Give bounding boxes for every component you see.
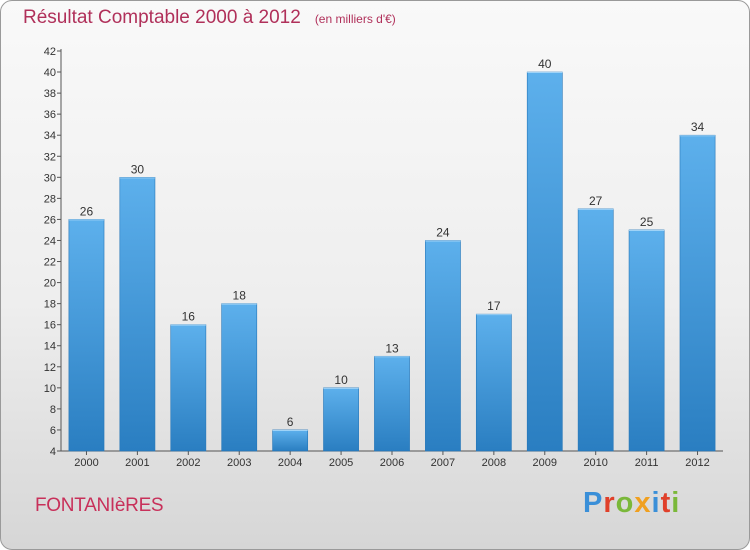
y-tick-label: 34 — [44, 130, 56, 142]
bar-2005 — [323, 387, 359, 452]
logo-letter: o — [615, 487, 635, 519]
x-tick-label-2000: 2000 — [74, 457, 98, 469]
data-label-2004: 6 — [287, 415, 294, 429]
proxiti-logo: Proxiti — [583, 487, 680, 520]
x-axis: 2000 2001 2002 2003 2004 2005 2006 2007 2008 2009… — [61, 450, 723, 469]
bar-2002 — [170, 324, 207, 452]
y-tick-label: 10 — [44, 383, 56, 395]
y-tick-label: 26 — [44, 214, 56, 226]
x-tick-label-2012: 2012 — [685, 457, 709, 469]
x-tick-label-2007: 2007 — [431, 457, 455, 469]
data-label-2012: 34 — [691, 120, 705, 134]
x-tick-label-2003: 2003 — [227, 457, 251, 469]
x-tick-label-2005: 2005 — [329, 457, 353, 469]
y-tick-label: 24 — [44, 235, 56, 247]
data-label-2011: 25 — [640, 215, 654, 229]
logo-letter: i — [651, 487, 661, 519]
bar-2007 — [425, 240, 461, 452]
y-tick-label: 12 — [44, 362, 56, 374]
title-block: Résultat Comptable 2000 à 2012 (en milli… — [23, 7, 396, 29]
y-tick-label: 20 — [44, 278, 56, 290]
y-tick-label: 42 — [44, 46, 56, 58]
y-tick-label: 38 — [44, 88, 56, 100]
bar-2004 — [272, 429, 309, 452]
x-tick-label-2004: 2004 — [278, 457, 302, 469]
bar-2001 — [119, 177, 156, 452]
data-labels: 26 30 16 18 6 10 13 24 17 40 27 25 34 — [80, 57, 705, 429]
bar-2003 — [221, 303, 258, 452]
logo-letter: x — [634, 487, 652, 519]
x-tick-label-2008: 2008 — [482, 457, 506, 469]
x-tick-label-2006: 2006 — [380, 457, 404, 469]
bar-2010 — [577, 208, 614, 452]
logo-letter: P — [583, 487, 604, 519]
y-tick-label: 30 — [44, 172, 56, 184]
y-tick-label: 22 — [44, 257, 56, 269]
chart-subtitle: (en milliers d'€) — [314, 12, 396, 26]
y-tick-label: 14 — [44, 341, 56, 353]
place-name: FONTANIèRES — [35, 495, 164, 516]
x-tick-label-2010: 2010 — [583, 457, 607, 469]
y-tick-label: 36 — [44, 109, 56, 121]
chart-title: Résultat Comptable 2000 à 2012 — [23, 7, 301, 28]
y-tick-label: 6 — [50, 425, 56, 437]
y-tick-label: 18 — [44, 299, 56, 311]
y-axis: 4 6 8 10 12 14 16 18 20 22 24 26 28 30 32 34 36 38 40 42 — [44, 46, 62, 458]
data-label-2009: 40 — [538, 57, 552, 71]
y-tick-label: 16 — [44, 320, 56, 332]
data-label-2003: 18 — [233, 289, 247, 303]
data-label-2010: 27 — [589, 194, 603, 208]
data-label-2001: 30 — [131, 162, 145, 176]
bars — [68, 71, 716, 452]
data-label-2000: 26 — [80, 204, 94, 218]
bar-2000 — [68, 219, 105, 452]
bar-2006 — [374, 355, 410, 452]
bar-2009 — [526, 71, 563, 452]
logo-letter: r — [603, 487, 616, 519]
data-label-2005: 10 — [334, 373, 348, 387]
data-label-2008: 17 — [487, 299, 501, 313]
x-tick-label-2001: 2001 — [125, 457, 149, 469]
y-tick-label: 4 — [50, 446, 56, 458]
y-tick-label: 32 — [44, 151, 56, 163]
x-tick-label-2011: 2011 — [635, 457, 659, 469]
data-label-2006: 13 — [385, 341, 399, 355]
bar-2008 — [475, 313, 512, 452]
y-tick-label: 28 — [44, 193, 56, 205]
x-tick-label-2002: 2002 — [176, 457, 200, 469]
y-tick-label: 40 — [44, 67, 56, 79]
x-tick-label-2009: 2009 — [533, 457, 557, 469]
data-label-2002: 16 — [182, 310, 196, 324]
logo-letter: i — [671, 487, 681, 519]
bar-2011 — [628, 229, 665, 452]
bar-2012 — [679, 134, 716, 452]
logo-letter: t — [660, 487, 672, 519]
y-tick-label: 8 — [50, 404, 56, 416]
data-label-2007: 24 — [436, 225, 450, 239]
